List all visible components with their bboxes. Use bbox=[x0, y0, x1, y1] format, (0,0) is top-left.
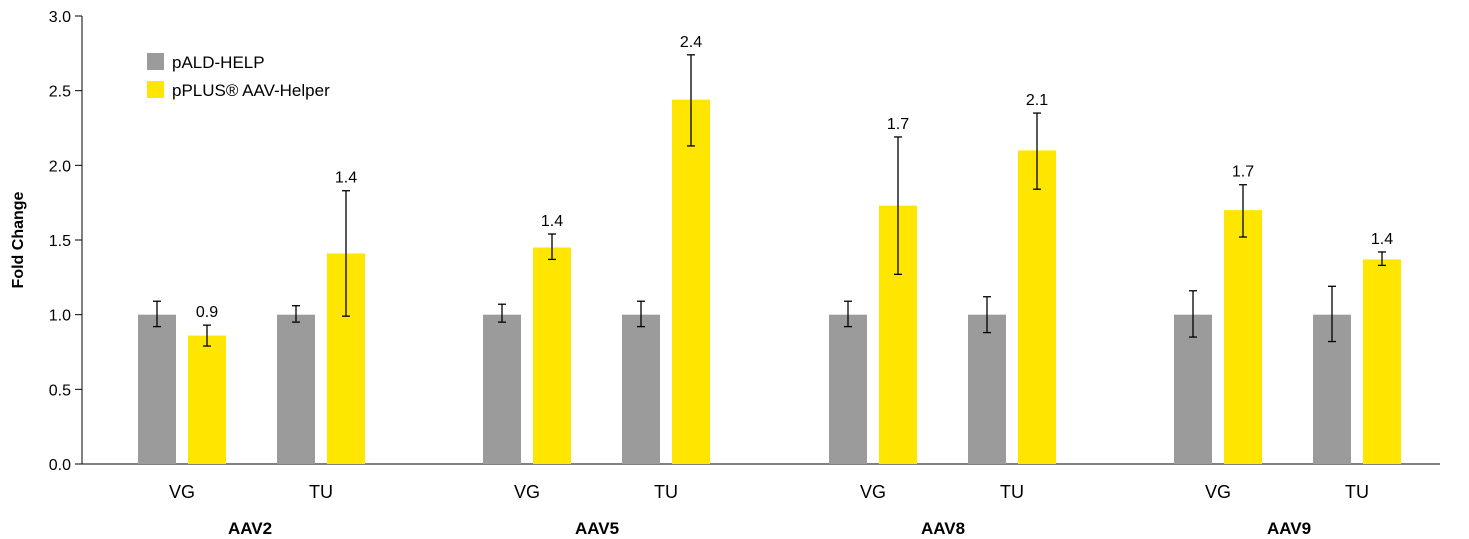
group-label: AAV5 bbox=[575, 519, 619, 538]
data-label: 1.4 bbox=[1371, 231, 1393, 248]
category-labels: VG TU AAV2 VG TU AAV5 VG TU AAV8 VG TU AAV9 bbox=[169, 482, 1369, 538]
y-tick-label: 1.0 bbox=[49, 308, 71, 325]
bar bbox=[533, 247, 571, 464]
bar bbox=[188, 335, 226, 464]
x-tick-label: TU bbox=[309, 482, 333, 502]
y-tick-label: 0.5 bbox=[49, 382, 71, 399]
data-label: 2.4 bbox=[680, 34, 702, 51]
bar bbox=[1363, 259, 1401, 464]
bar bbox=[672, 99, 710, 465]
data-label: 1.4 bbox=[335, 170, 357, 187]
legend-label: pALD-HELP bbox=[172, 53, 265, 72]
error-bars bbox=[153, 54, 1386, 347]
bar bbox=[1174, 314, 1212, 464]
data-label: 0.9 bbox=[196, 304, 218, 321]
bar bbox=[968, 314, 1006, 464]
legend-swatch bbox=[147, 53, 164, 70]
x-tick-label: VG bbox=[514, 482, 540, 502]
bars bbox=[138, 99, 1401, 465]
bar bbox=[622, 314, 660, 464]
y-tick-label: 2.0 bbox=[49, 158, 71, 175]
x-tick-label: TU bbox=[654, 482, 678, 502]
legend: pALD-HELP pPLUS® AAV-Helper bbox=[147, 53, 330, 100]
data-labels: 0.9 1.4 1.4 2.4 1.7 2.1 1.7 1.4 bbox=[196, 34, 1393, 321]
bar bbox=[483, 314, 521, 464]
x-tick-label: VG bbox=[1205, 482, 1231, 502]
legend-label: pPLUS® AAV-Helper bbox=[172, 81, 330, 100]
group-label: AAV2 bbox=[228, 519, 272, 538]
y-axis-title: Fold Change bbox=[10, 191, 27, 288]
legend-swatch bbox=[147, 81, 164, 98]
y-tick-label: 1.5 bbox=[49, 233, 71, 250]
bar bbox=[277, 314, 315, 464]
x-tick-label: TU bbox=[1345, 482, 1369, 502]
x-tick-label: VG bbox=[169, 482, 195, 502]
bar bbox=[1224, 210, 1262, 464]
bar bbox=[829, 314, 867, 464]
data-label: 1.4 bbox=[541, 213, 563, 230]
data-label: 2.1 bbox=[1026, 92, 1048, 109]
x-tick-label: TU bbox=[1000, 482, 1024, 502]
bar bbox=[138, 314, 176, 464]
y-axis: 0.0 0.5 1.0 1.5 2.0 2.5 3.0 bbox=[49, 9, 83, 474]
y-tick-label: 0.0 bbox=[49, 457, 71, 474]
data-label: 1.7 bbox=[1232, 164, 1254, 181]
data-label: 1.7 bbox=[887, 116, 909, 133]
group-label: AAV9 bbox=[1267, 519, 1311, 538]
group-label: AAV8 bbox=[921, 519, 965, 538]
y-tick-label: 2.5 bbox=[49, 84, 71, 101]
y-tick-label: 3.0 bbox=[49, 9, 71, 26]
bar bbox=[1018, 150, 1056, 464]
x-tick-label: VG bbox=[860, 482, 886, 502]
